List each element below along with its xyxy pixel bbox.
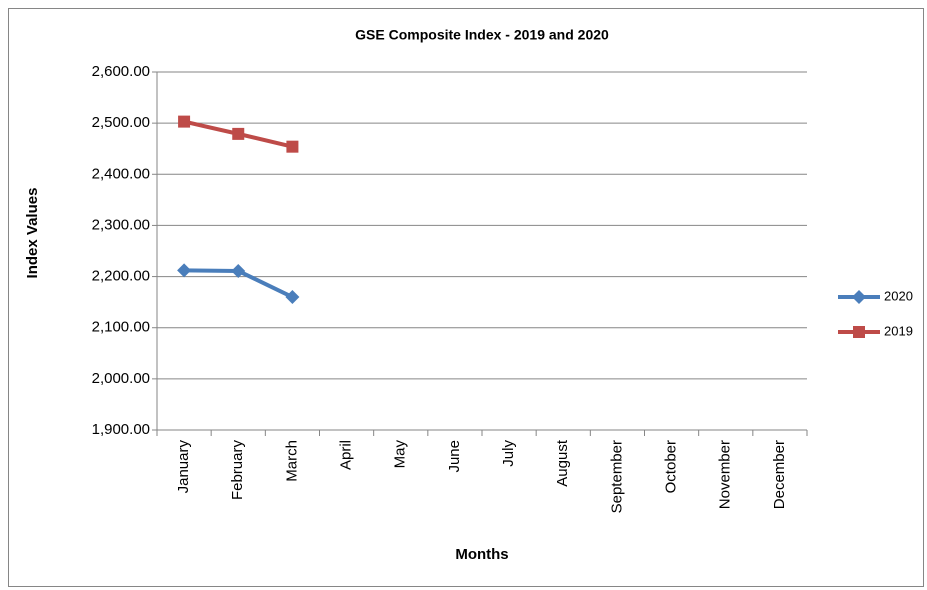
data-point [177,263,192,278]
x-axis-label: Months [455,546,508,563]
chart-frame [8,8,924,587]
chart-title: GSE Composite Index - 2019 and 2020 [355,27,609,43]
x-tick-label: March [283,440,300,482]
data-point [286,140,299,153]
x-tick-label: February [229,440,246,501]
y-axis-label: Index Values [24,188,41,279]
x-tick-label: May [392,440,409,469]
x-tick-label: June [446,440,463,473]
x-tick-label: April [338,440,355,470]
x-tick-label: July [500,440,517,467]
legend-marker [852,290,866,304]
legend-label: 2020 [884,288,913,303]
x-tick-label: December [771,440,788,509]
x-tick-label: August [554,439,571,487]
data-point [232,127,245,140]
y-tick-label: 2,100.00 [92,319,150,336]
legend-marker [853,326,865,338]
y-tick-label: 2,400.00 [92,165,150,182]
legend-label: 2019 [884,323,913,338]
data-point [285,290,300,305]
x-tick-label: October [663,440,680,493]
y-tick-label: 2,000.00 [92,370,150,387]
data-point [231,263,246,278]
x-tick-label: January [175,440,192,494]
x-tick-label: November [717,440,734,509]
y-tick-label: 2,600.00 [92,63,150,80]
y-tick-label: 2,300.00 [92,216,150,233]
y-tick-label: 1,900.00 [92,421,150,438]
x-tick-label: September [608,440,625,513]
y-tick-label: 2,500.00 [92,114,150,131]
data-point [178,115,191,128]
y-tick-label: 2,200.00 [92,268,150,285]
